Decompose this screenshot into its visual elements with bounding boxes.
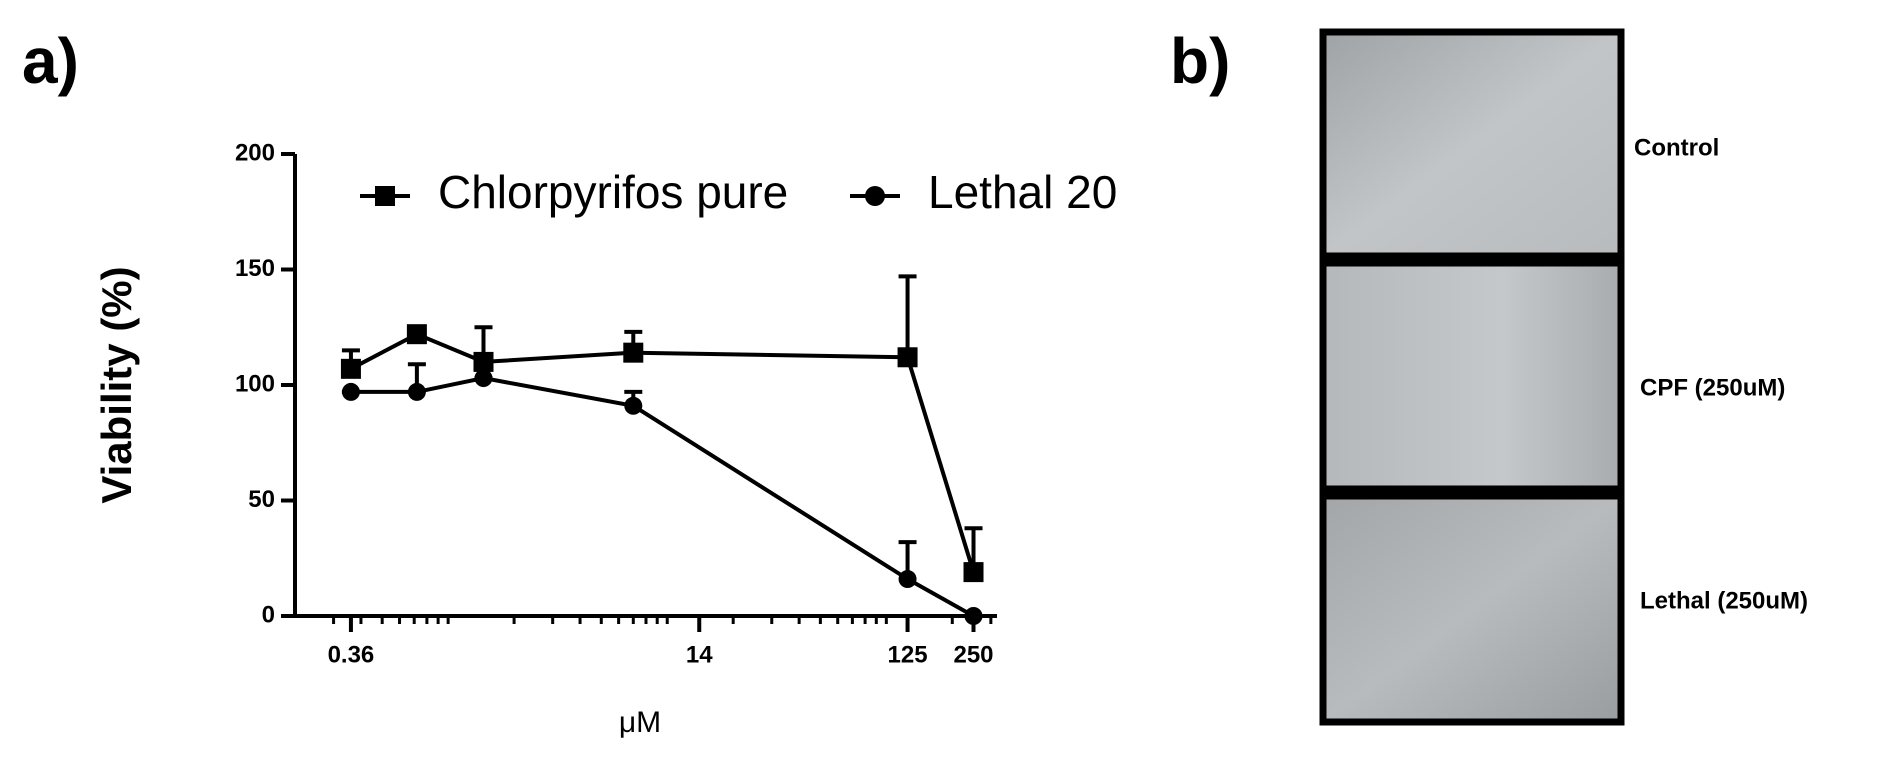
marker	[407, 382, 426, 401]
marker	[964, 607, 983, 625]
marker	[897, 347, 918, 368]
panel-label: a)	[22, 25, 79, 97]
marker	[340, 358, 361, 379]
y-tick-label: 200	[235, 139, 275, 166]
legend-marker	[865, 186, 885, 206]
y-axis-label: Viability (%)	[93, 266, 140, 503]
legend-marker	[375, 186, 395, 206]
y-tick-label: 150	[235, 255, 275, 282]
x-tick-label: 14	[686, 641, 713, 668]
image-label: Lethal (250uM)	[1640, 587, 1808, 614]
error-bar	[898, 274, 917, 358]
marker	[623, 342, 644, 363]
x-tick-label: 250	[953, 641, 993, 668]
y-tick-label: 100	[235, 370, 275, 397]
legend-label: Lethal 20	[928, 166, 1117, 218]
series-line	[349, 331, 976, 573]
y-tick-label: 0	[262, 601, 275, 628]
y-tick-label: 50	[248, 486, 275, 513]
x-tick-label: 125	[888, 641, 928, 668]
x-tick-label: 0.36	[328, 641, 375, 668]
marker	[624, 396, 643, 415]
image-label: Control	[1634, 134, 1719, 161]
series-line	[350, 376, 975, 618]
panel-label: b)	[1170, 25, 1230, 97]
x-axis-label: μM	[619, 706, 661, 739]
image-label: CPF (250uM)	[1640, 374, 1785, 401]
marker	[341, 382, 360, 401]
micrograph	[1319, 492, 1625, 726]
marker	[406, 324, 427, 345]
micrograph	[1319, 259, 1625, 493]
marker	[473, 351, 494, 372]
legend-label: Chlorpyrifos pure	[438, 166, 788, 218]
marker	[474, 369, 493, 388]
micrograph	[1319, 28, 1625, 260]
marker	[898, 570, 917, 589]
marker	[963, 562, 984, 583]
